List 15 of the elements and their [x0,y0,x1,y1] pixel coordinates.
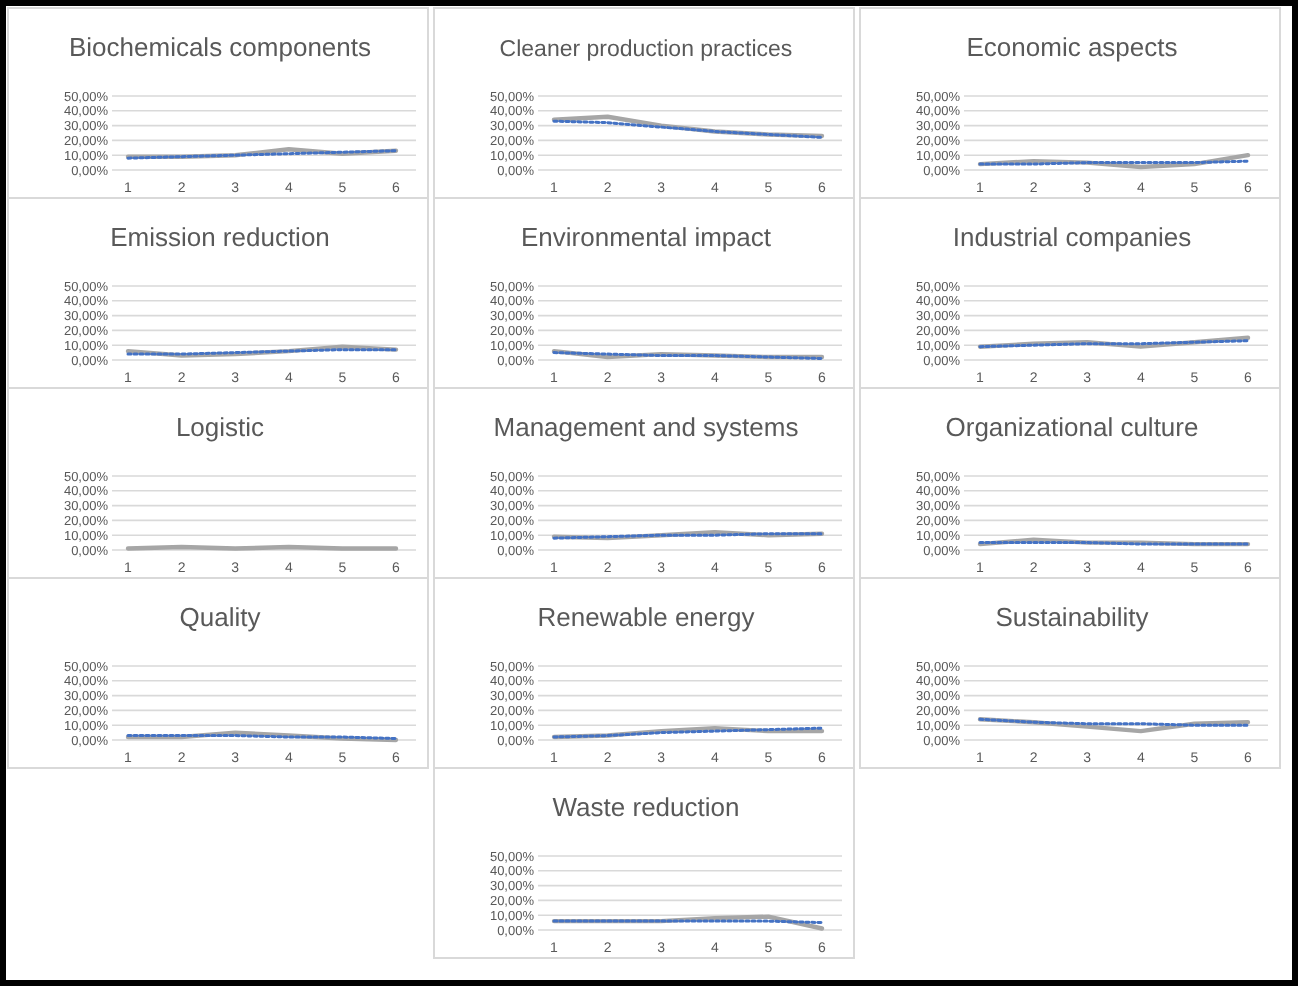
line-series [551,114,825,139]
chart-title: Renewable energy [537,602,756,632]
chart-title: Sustainability [995,602,1150,632]
line-series [552,119,824,139]
chart-title: Biochemicals components [68,32,372,62]
chart-title: Environmental impact [521,222,772,252]
chart-title: Organizational culture [945,412,1199,442]
chart-title: Economic aspects [966,32,1179,62]
chart-title: Industrial companies [952,222,1193,252]
chart-title: Cleaner production practices [499,38,793,62]
chart-title: Management and systems [493,412,800,442]
chart-title: Emission reduction [110,222,330,252]
chart-title: Logistic [175,412,266,442]
chart-title: Waste reduction [552,792,740,822]
chart-title: Quality [179,602,262,632]
